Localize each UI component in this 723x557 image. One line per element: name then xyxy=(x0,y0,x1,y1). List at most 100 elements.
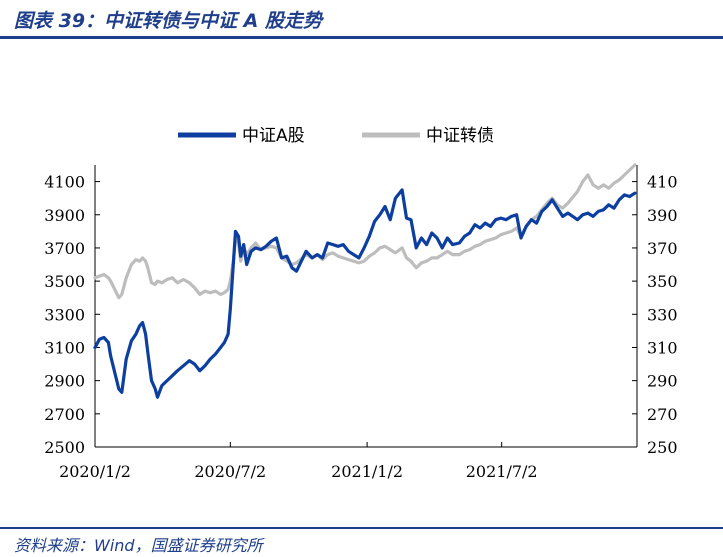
series-a-share-point xyxy=(336,245,340,248)
left-tick-label: 3300 xyxy=(44,305,85,324)
series-convertible-bond-point xyxy=(138,260,141,263)
title-divider xyxy=(0,36,723,39)
series-convertible-bond-point xyxy=(494,236,497,240)
series-a-share-point xyxy=(633,192,636,195)
series-convertible-bond-point xyxy=(400,246,404,250)
series-a-share-point xyxy=(242,243,245,246)
series-a-share-point xyxy=(331,243,335,246)
series-convertible-bond-point xyxy=(510,230,513,233)
right-tick-label: 290 xyxy=(647,372,678,391)
series-a-share-point xyxy=(463,235,466,238)
series-a-share-point xyxy=(378,213,381,216)
series-a-share-point xyxy=(602,208,605,211)
series-a-share-point xyxy=(150,379,153,382)
series-a-share-point xyxy=(234,230,237,233)
series-convertible-bond-point xyxy=(331,251,335,255)
series-a-share-point xyxy=(125,357,128,361)
right-tick-label: 250 xyxy=(647,438,678,457)
series-convertible-bond-point xyxy=(176,281,179,284)
series-a-share-point xyxy=(409,218,413,221)
series-a-share-point xyxy=(586,211,590,215)
series-convertible-bond-point xyxy=(209,291,212,294)
series-convertible-bond-point xyxy=(336,255,340,258)
chart-legend: 中证A股 中证转债 xyxy=(178,126,494,146)
series-a-share-point xyxy=(484,221,487,225)
series-convertible-bond-point xyxy=(612,182,616,185)
series-a-share-point xyxy=(551,198,554,201)
series-a-share-point xyxy=(321,256,324,260)
series-convertible-bond-point xyxy=(586,173,590,177)
series-convertible-bond-point xyxy=(561,206,564,210)
series-convertible-bond-point xyxy=(489,238,492,241)
series-a-share-point xyxy=(134,333,138,336)
series-a-share-group xyxy=(93,188,637,399)
series-a-share-point xyxy=(275,236,278,240)
series-convertible-bond-point xyxy=(154,283,157,286)
series-a-share-point xyxy=(607,203,610,206)
series-convertible-bond-point xyxy=(591,183,595,187)
series-convertible-bond-point xyxy=(107,276,110,279)
series-convertible-bond-point xyxy=(352,260,355,263)
left-tick-label: 2700 xyxy=(44,405,85,424)
series-a-share-point xyxy=(612,206,616,210)
series-a-share-point xyxy=(525,225,528,228)
series-convertible-bond-point xyxy=(134,258,138,261)
series-a-share-point xyxy=(473,223,477,226)
series-convertible-bond-point xyxy=(130,263,133,266)
series-convertible-bond-point xyxy=(249,246,253,250)
series-convertible-bond-point xyxy=(182,278,185,281)
series-a-share-point xyxy=(304,250,308,253)
series-a-share-point xyxy=(316,253,319,256)
series-a-share-point xyxy=(254,246,257,250)
left-tick-label: 2500 xyxy=(44,438,85,457)
series-convertible-bond-group xyxy=(93,163,637,300)
x-tick-label: 2021/1/2 xyxy=(331,462,403,481)
left-tick-label: 3700 xyxy=(44,239,85,258)
series-convertible-bond-point xyxy=(165,278,169,281)
series-a-share-point xyxy=(628,195,631,198)
series-convertible-bond-point xyxy=(499,233,503,236)
series-a-share-point xyxy=(519,236,523,240)
series-a-share-point xyxy=(468,231,471,235)
series-convertible-bond-point xyxy=(254,241,257,245)
series-a-share-point xyxy=(540,210,543,213)
series-a-share-point xyxy=(109,354,112,357)
series-a-share-point xyxy=(368,235,371,238)
series-convertible-bond-point xyxy=(368,255,371,258)
series-a-share-point xyxy=(326,241,329,245)
series-a-share-point xyxy=(400,188,404,192)
series-convertible-bond-point xyxy=(125,276,128,279)
series-a-share-point xyxy=(223,341,226,344)
series-convertible-bond-point xyxy=(93,276,97,279)
right-tick-label: 270 xyxy=(647,405,678,424)
series-convertible-bond-point xyxy=(484,240,487,243)
series-convertible-bond-point xyxy=(357,261,361,265)
series-convertible-bond-point xyxy=(188,281,191,284)
series-a-share-point xyxy=(478,226,482,230)
series-a-share-point xyxy=(352,253,355,256)
series-a-share-point xyxy=(362,246,366,250)
series-a-share-point xyxy=(566,211,570,215)
series-convertible-bond-point xyxy=(109,279,112,283)
series-convertible-bond-point xyxy=(295,261,298,265)
series-convertible-bond-point xyxy=(607,187,610,190)
series-convertible-bond-point xyxy=(473,245,477,248)
series-convertible-bond-point xyxy=(383,245,387,248)
series-a-share-point xyxy=(259,248,262,251)
series-a-share-point xyxy=(389,218,392,221)
right-tick-label: 310 xyxy=(647,338,678,357)
series-a-share-point xyxy=(154,387,157,391)
series-convertible-bond-point xyxy=(150,281,153,284)
series-a-share-point xyxy=(623,193,626,197)
left-tick-label: 3500 xyxy=(44,272,85,291)
series-convertible-bond-point xyxy=(504,231,508,235)
series-a-share-point xyxy=(171,374,174,377)
series-a-share-point xyxy=(310,256,314,260)
series-a-share-point xyxy=(405,216,408,220)
series-convertible-bond-point xyxy=(446,250,449,253)
series-convertible-bond-point xyxy=(270,245,273,248)
source-divider xyxy=(0,527,723,529)
series-a-share-point xyxy=(176,369,179,372)
series-a-share-point xyxy=(290,266,294,269)
series-a-share-point xyxy=(98,338,101,341)
